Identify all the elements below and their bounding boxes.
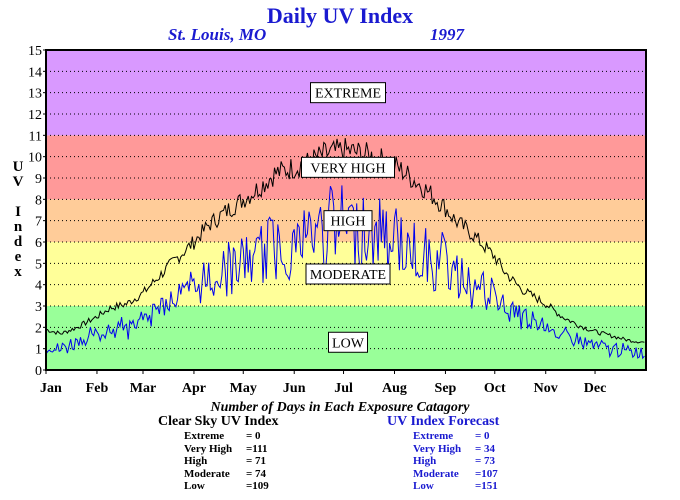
y-tick-label: 14 (28, 65, 42, 80)
x-tick-label: Jan (40, 381, 62, 396)
band-labels: LOW MODERATE HIGH VERY HIGH EXTREME (301, 82, 395, 353)
row-label: Low (184, 480, 205, 492)
row-value: =151 (475, 480, 498, 492)
x-tick-label: Sep (435, 381, 457, 396)
x-tick-label: Apr (182, 381, 206, 396)
clear-sky-summary-title: Clear Sky UV Index (158, 414, 279, 429)
y-axis-label-char: e (14, 249, 22, 265)
row-label: Moderate (184, 467, 230, 480)
band-label: VERY HIGH (310, 161, 385, 176)
row-value: = 73 (475, 455, 496, 467)
table-row: High = 71 (184, 455, 269, 468)
y-axis-label-char: U (12, 159, 24, 175)
row-value: = 71 (246, 455, 267, 467)
band-label: MODERATE (310, 268, 386, 283)
y-axis-label-char: V (12, 174, 24, 190)
row-value: =111 (246, 442, 268, 455)
band-label-box (323, 210, 373, 232)
x-tick-label: Dec (584, 381, 607, 396)
band-label-box (305, 263, 391, 285)
row-label: Moderate (413, 467, 459, 480)
table-row: Extreme = 0 (184, 430, 269, 443)
y-tick-label: 10 (28, 151, 42, 166)
table-row: Very High = 34 (413, 443, 498, 456)
location-label: St. Louis, MO (168, 25, 267, 44)
table-row: Low =109 (184, 480, 269, 493)
y-tick-label: 0 (35, 364, 42, 379)
y-tick-label: 5 (35, 257, 42, 272)
y-tick-label: 4 (35, 279, 42, 294)
row-label: High (413, 455, 437, 467)
y-tick-label: 12 (28, 108, 42, 123)
table-row: High = 73 (413, 455, 498, 468)
y-tick-label: 2 (35, 321, 42, 336)
clear-sky-summary: Clear Sky UV Index Extreme = 0 Very High =… (158, 414, 278, 493)
table-row: Extreme = 0 (413, 430, 498, 443)
x-tick-label: May (230, 381, 257, 396)
row-value: = 0 (475, 430, 490, 442)
y-axis-label-char (10, 190, 26, 205)
forecast-summary-table: Extreme = 0 Very High = 34 High = 73 Modera… (413, 430, 498, 493)
y-tick-label: 8 (35, 193, 42, 208)
y-tick-label: 13 (28, 87, 42, 102)
row-label: Very High (184, 442, 233, 455)
band-label-box (301, 156, 395, 178)
table-row: Moderate = 74 (184, 468, 269, 481)
table-row: Very High =111 (184, 443, 269, 456)
x-tick-label: Mar (130, 381, 156, 396)
y-tick-label: 11 (29, 129, 42, 144)
table-row: Low =151 (413, 480, 498, 493)
y-axis-label-char: I (15, 204, 21, 220)
y-axis-label-char: x (14, 264, 22, 280)
y-tick-label: 7 (35, 215, 42, 230)
y-tick-label: 1 (35, 343, 42, 358)
row-value: = 0 (246, 430, 261, 442)
y-axis-label-char: d (13, 234, 23, 250)
row-value: =109 (246, 480, 269, 492)
x-tick-label: Feb (86, 381, 109, 396)
row-label: High (184, 455, 208, 467)
x-tick-label: Oct (484, 381, 506, 396)
plot-frame (45, 49, 647, 371)
clear-sky-summary-table: Extreme = 0 Very High =111 High = 71 Modera… (184, 430, 269, 493)
y-axis-label-char: n (13, 219, 23, 235)
band-label: HIGH (331, 215, 366, 230)
y-tick-label: 3 (35, 300, 42, 315)
x-tick-label: Jul (334, 381, 353, 396)
forecast-summary: UV Index Forecast Extreme = 0 Very High = … (387, 414, 499, 493)
y-tick-label: 6 (35, 236, 42, 251)
row-value: = 74 (246, 467, 267, 480)
band-label: LOW (332, 336, 365, 351)
row-value: = 34 (475, 442, 496, 455)
days-summary-title: Number of Days in Each Exposure Catagory (210, 400, 470, 415)
x-tick-label: Aug (382, 381, 407, 396)
chart-title: Daily UV Index (266, 3, 414, 28)
row-label: Extreme (413, 430, 454, 442)
x-tick-label: Nov (534, 381, 558, 396)
row-label: Extreme (184, 430, 225, 442)
row-value: =107 (475, 467, 498, 480)
forecast-summary-title: UV Index Forecast (387, 414, 500, 429)
band-label: EXTREME (315, 87, 381, 102)
y-tick-label: 15 (28, 44, 42, 59)
table-row: Moderate =107 (413, 468, 498, 481)
band-label-box (310, 82, 386, 104)
y-tick-label: 9 (35, 172, 42, 187)
row-label: Low (413, 480, 434, 492)
x-tick-label: Jun (283, 381, 306, 396)
clear-sky-line (45, 138, 645, 344)
band-label-box (328, 331, 368, 353)
row-label: Very High (413, 442, 462, 455)
year-label: 1997 (430, 25, 464, 44)
